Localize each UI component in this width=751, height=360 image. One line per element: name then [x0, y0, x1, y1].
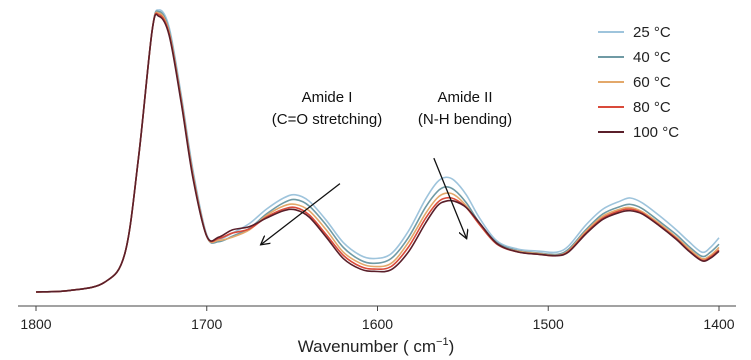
annotation-arrow	[433, 157, 466, 238]
legend-label: 80 °C	[633, 99, 671, 116]
annotation-arrow	[261, 183, 341, 245]
annotation-text: Amide I	[302, 89, 353, 106]
legend: 25 °C 40 °C 60 °C 80 °C 100 °C	[598, 24, 679, 141]
series-layer	[35, 9, 720, 293]
x-tick-label: 1800	[20, 316, 51, 332]
x-axis-ticks: 1800 1700 1600 1500 1400	[20, 306, 735, 332]
annotation-2: Amide II (N-H bending)	[418, 89, 512, 238]
x-tick-label: 1500	[533, 316, 564, 332]
x-tick-label: 1400	[703, 316, 734, 332]
x-tick-label: 1600	[362, 316, 393, 332]
x-tick-label: 1700	[191, 316, 222, 332]
annotation-text: Amide II	[437, 89, 492, 106]
legend-label: 60 °C	[633, 74, 671, 91]
annotation-1: Amide I (C=O stretching)	[261, 89, 382, 244]
annotation-text: (C=O stretching)	[272, 111, 382, 128]
legend-label: 40 °C	[633, 49, 671, 66]
x-axis-title: Wavenumber ( cm−1)	[298, 336, 455, 356]
annotation-layer: Amide I (C=O stretching) Amide II (N-H bend…	[261, 89, 512, 244]
legend-label: 25 °C	[633, 24, 671, 41]
legend-label: 100 °C	[633, 124, 679, 141]
series-line-5	[35, 13, 720, 293]
series-line-1	[35, 9, 720, 293]
annotation-text: (N-H bending)	[418, 111, 512, 128]
